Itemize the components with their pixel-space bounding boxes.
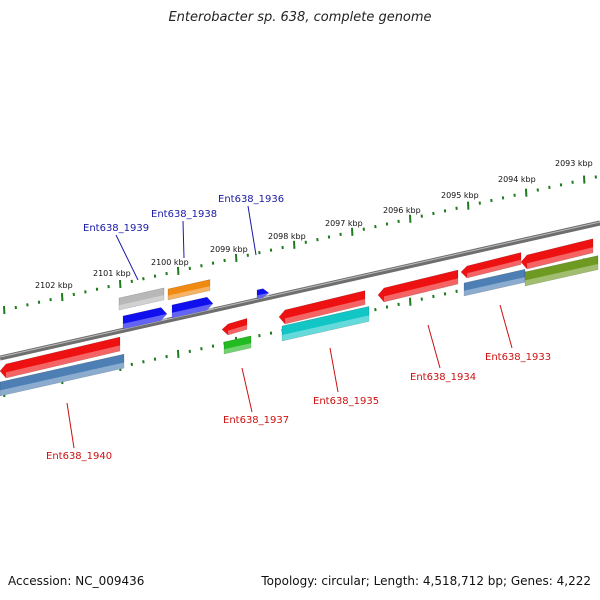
cds-red-1940-top[interactable]	[0, 336, 121, 379]
gene-label-ent638-1939[interactable]: Ent638_1939	[83, 223, 149, 234]
cds-blue-1939-shade	[123, 313, 167, 329]
cds-grey-1939[interactable]	[118, 287, 165, 311]
leader-1935	[329, 347, 339, 393]
upper-scale-ticks	[3, 175, 597, 315]
gene-label-ent638-1940[interactable]: Ent638_1940	[46, 451, 112, 462]
scale-label-2093: 2093 kbp	[555, 159, 593, 168]
leader-1937	[241, 367, 253, 413]
cds-steel-1933-shade	[464, 277, 525, 296]
topology-text: Topology: circular; Length: 4,518,712 bp…	[261, 574, 591, 588]
gene-label-ent638-1936[interactable]: Ent638_1936	[218, 194, 284, 205]
cds-steel-1940-shade	[0, 362, 124, 396]
cds-orange-1938[interactable]	[167, 279, 211, 301]
accession-text: Accession: NC_009436	[8, 574, 145, 588]
cds-olive-1933[interactable]	[524, 255, 599, 287]
gene-label-ent638-1937[interactable]: Ent638_1937	[223, 415, 289, 426]
leader-1936	[247, 205, 257, 256]
cds-grey-1939-shade	[119, 295, 164, 310]
cds-blue-1938-shade	[172, 303, 213, 318]
genome-backbone	[0, 220, 600, 361]
cds-red-1934[interactable]	[377, 269, 459, 303]
scale-label-2099: 2099 kbp	[210, 245, 248, 254]
cds-red-1933b-shade	[527, 247, 593, 269]
cds-blue-1938[interactable]	[171, 296, 214, 319]
leader-1940	[66, 402, 75, 449]
gene-label-ent638-1933[interactable]: Ent638_1933	[485, 352, 551, 363]
cds-red-1933b[interactable]	[520, 238, 594, 270]
gene-features	[0, 238, 599, 397]
gene-label-ent638-1934[interactable]: Ent638_1934	[410, 372, 476, 383]
scale-label-2100: 2100 kbp	[151, 258, 189, 267]
cds-cyan-1935[interactable]	[281, 306, 370, 342]
cds-green-1937-shade	[224, 343, 251, 354]
cds-orange-1938-shade	[168, 286, 210, 300]
cds-red-1933a[interactable]	[460, 252, 522, 279]
cds-red-1937[interactable]	[221, 318, 248, 336]
cds-blue-1936[interactable]	[256, 288, 270, 300]
cds-red-1934-shade	[384, 278, 458, 302]
leader-1933	[499, 304, 513, 349]
scale-label-2094: 2094 kbp	[498, 175, 536, 184]
cds-red-1940-top-shade	[6, 345, 120, 378]
cds-blue-1936-shade	[257, 292, 269, 299]
scale-label-2097: 2097 kbp	[325, 219, 363, 228]
cds-cyan-1935-shade	[282, 315, 369, 341]
cds-blue-1939[interactable]	[122, 307, 168, 330]
scale-label-2096: 2096 kbp	[383, 206, 421, 215]
backbone-highlight	[0, 221, 600, 358]
cds-steel-1940[interactable]	[0, 353, 125, 397]
label-leaders	[66, 205, 513, 449]
scale-label-2101: 2101 kbp	[93, 269, 131, 278]
leader-1939	[115, 234, 139, 281]
cds-red-1933a-shade	[467, 259, 521, 278]
cds-green-1937[interactable]	[223, 335, 252, 355]
cds-red-1935-shade	[285, 299, 365, 324]
gene-label-ent638-1935[interactable]: Ent638_1935	[313, 396, 379, 407]
cds-red-1937-shade	[228, 324, 247, 335]
scale-label-2098: 2098 kbp	[268, 232, 306, 241]
scale-label-2095: 2095 kbp	[441, 191, 479, 200]
cds-red-1935[interactable]	[278, 290, 366, 325]
gene-label-ent638-1938[interactable]: Ent638_1938	[151, 209, 217, 220]
map-title: Enterobacter sp. 638, complete genome	[168, 10, 432, 25]
scale-label-2102: 2102 kbp	[35, 281, 73, 290]
leader-1938	[182, 220, 185, 259]
leader-1934	[427, 324, 441, 369]
cds-olive-1933-shade	[525, 263, 598, 286]
